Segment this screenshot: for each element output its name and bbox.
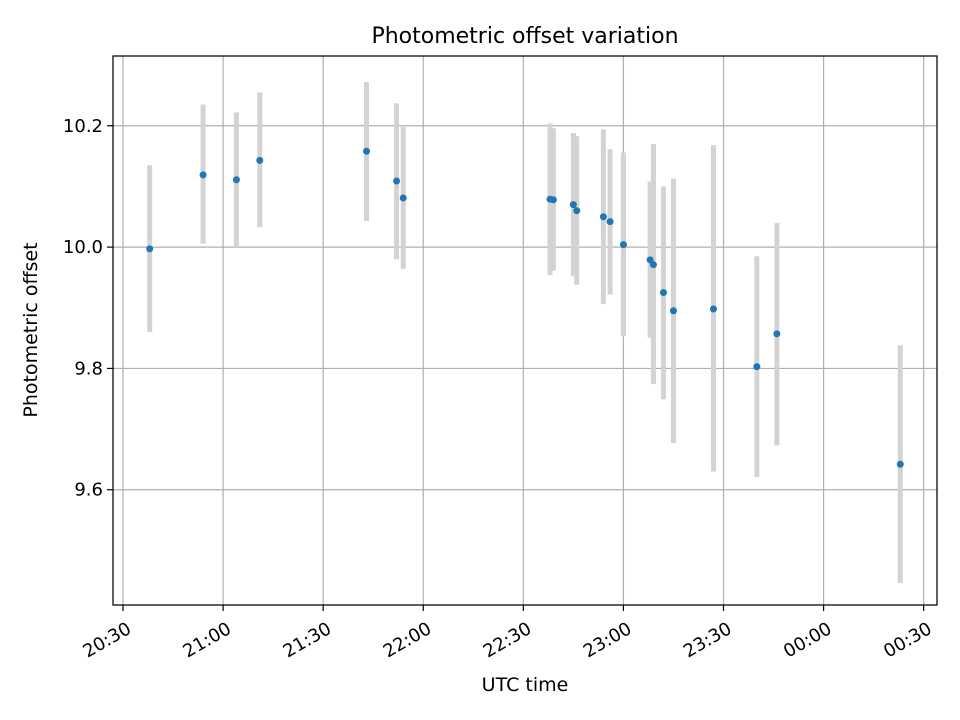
y-axis-label: Photometric offset — [20, 242, 42, 417]
data-point — [393, 177, 401, 185]
plot-frame — [112, 55, 938, 606]
x-axis-label: UTC time — [482, 674, 569, 696]
y-tick-label: 10.0 — [63, 237, 103, 258]
y-tick-label: 10.2 — [63, 116, 103, 137]
data-point — [573, 207, 581, 215]
data-point — [606, 218, 614, 226]
data-point — [569, 201, 577, 209]
data-point — [599, 213, 607, 221]
data-points — [146, 147, 904, 468]
data-point — [649, 261, 657, 269]
data-point — [753, 363, 761, 371]
data-point — [399, 194, 407, 202]
y-axis-ticks: 9.6 9.8 10.0 10.2 — [63, 116, 113, 501]
data-point — [363, 147, 371, 155]
data-point — [256, 156, 264, 164]
data-point — [549, 196, 557, 204]
data-point — [232, 176, 240, 184]
data-point — [773, 330, 781, 338]
y-tick-label: 9.6 — [74, 480, 103, 501]
data-point — [199, 171, 207, 179]
data-point — [146, 245, 154, 253]
data-point — [709, 305, 717, 313]
data-point — [669, 307, 677, 315]
data-point — [659, 289, 667, 297]
data-point — [619, 241, 627, 249]
data-point — [896, 460, 904, 468]
y-tick-label: 9.8 — [74, 358, 103, 379]
chart-title: Photometric offset variation — [371, 24, 678, 49]
